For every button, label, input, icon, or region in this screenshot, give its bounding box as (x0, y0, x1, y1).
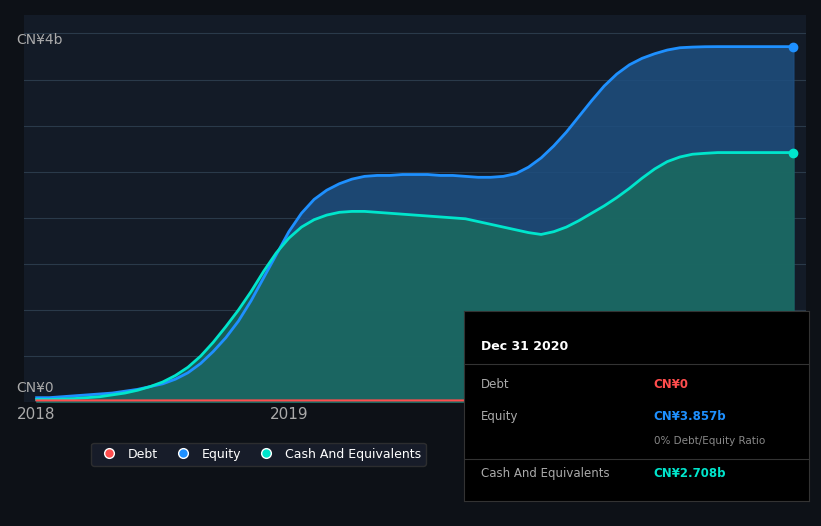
Text: Dec 31 2020: Dec 31 2020 (481, 340, 568, 353)
Text: CN¥0: CN¥0 (16, 380, 54, 394)
Legend: Debt, Equity, Cash And Equivalents: Debt, Equity, Cash And Equivalents (91, 443, 426, 466)
Text: CN¥3.857b: CN¥3.857b (654, 410, 726, 423)
Text: CN¥4b: CN¥4b (16, 34, 62, 47)
Text: Cash And Equivalents: Cash And Equivalents (481, 467, 610, 480)
Text: CN¥0: CN¥0 (654, 378, 689, 391)
Text: Equity: Equity (481, 410, 519, 423)
Text: Debt: Debt (481, 378, 510, 391)
Text: CN¥2.708b: CN¥2.708b (654, 467, 726, 480)
Text: 0% Debt/Equity Ratio: 0% Debt/Equity Ratio (654, 437, 765, 447)
